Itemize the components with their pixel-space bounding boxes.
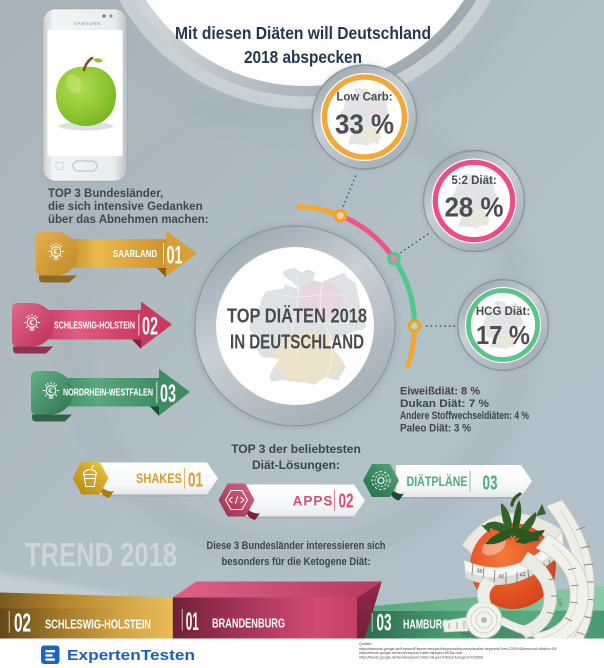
- svg-text:HCG Diät:: HCG Diät:: [476, 306, 530, 318]
- svg-text:01: 01: [186, 608, 199, 636]
- svg-text:TREND 2018: TREND 2018: [25, 536, 177, 573]
- svg-text:SHAKES: SHAKES: [136, 471, 182, 486]
- svg-text:01: 01: [188, 470, 203, 492]
- svg-text:SCHLESWIG-HOLSTEIN: SCHLESWIG-HOLSTEIN: [54, 321, 135, 332]
- svg-text:2018 abspecken: 2018 abspecken: [244, 47, 362, 67]
- svg-text:Mit diesen Diäten will Deutsch: Mit diesen Diäten will Deutschland: [175, 23, 431, 43]
- svg-text:17 %: 17 %: [476, 320, 530, 350]
- svg-text:SCHLESWIG-HOLSTEIN: SCHLESWIG-HOLSTEIN: [45, 618, 151, 632]
- svg-text:33 %: 33 %: [335, 109, 394, 140]
- svg-text:SAMSUNG: SAMSUNG: [74, 21, 101, 26]
- svg-text:28 %: 28 %: [445, 192, 504, 223]
- svg-text:03: 03: [483, 473, 498, 495]
- svg-text:IN DEUTSCHLAND: IN DEUTSCHLAND: [230, 332, 364, 354]
- svg-text:TOP DIÄTEN 2018: TOP DIÄTEN 2018: [227, 305, 367, 328]
- svg-text:03: 03: [377, 610, 392, 637]
- svg-text:5:2 Diät:: 5:2 Diät:: [451, 175, 496, 187]
- svg-text:https:∕∕adwords.google.de/Keyw: https:∕∕adwords.google.de/KeywordPlanner…: [359, 647, 557, 651]
- svg-text:03: 03: [160, 380, 176, 408]
- svg-text:Low Carb:: Low Carb:: [336, 92, 392, 104]
- svg-text:Andere Stoffwechseldiäten: 4 %: Andere Stoffwechseldiäten: 4 %: [400, 410, 529, 422]
- svg-text:Dukan Diät: 7 %: Dukan Diät: 7 %: [400, 398, 489, 410]
- svg-text:Eiweißdiät: 8 %: Eiweißdiät: 8 %: [400, 386, 480, 398]
- svg-text:Diese 3 Bundesländer interessi: Diese 3 Bundesländer interessieren sich: [207, 540, 386, 552]
- svg-text:TOP 3 der beliebtesten: TOP 3 der beliebtesten: [231, 442, 361, 456]
- svg-text:Paleo Diät: 3 %: Paleo Diät: 3 %: [400, 422, 471, 434]
- svg-text:SAARLAND: SAARLAND: [113, 249, 157, 260]
- svg-text:02: 02: [142, 313, 158, 341]
- svg-text:die sich intensive Gedanken: die sich intensive Gedanken: [48, 201, 203, 213]
- svg-text:https:∕∕trends.google.de/trend: https:∕∕trends.google.de/trends/explore?…: [359, 651, 462, 655]
- svg-text:40: 40: [498, 574, 504, 580]
- svg-text:ExpertenTesten: ExpertenTesten: [67, 648, 195, 664]
- svg-text:über das Abnehmen machen:: über das Abnehmen machen:: [48, 214, 209, 226]
- svg-text:Quellen:: Quellen:: [359, 642, 372, 646]
- svg-text:DIÄTPLÄNE: DIÄTPLÄNE: [407, 474, 468, 489]
- svg-text:02: 02: [14, 608, 31, 638]
- svg-text:APPS: APPS: [293, 494, 334, 509]
- svg-text:02: 02: [339, 491, 354, 513]
- svg-text:Diät-Lösungen:: Diät-Lösungen:: [252, 458, 340, 472]
- svg-text:TOP 3 Bundesländer,: TOP 3 Bundesländer,: [48, 188, 163, 200]
- svg-text:https:∕∕trends.google.de/trend: https:∕∕trends.google.de/trends/explore?…: [359, 655, 483, 659]
- svg-text:BRANDENBURG: BRANDENBURG: [212, 617, 285, 631]
- svg-text:01: 01: [167, 242, 183, 270]
- svg-text:NORDRHEIN-WESTFALEN: NORDRHEIN-WESTFALEN: [63, 388, 153, 399]
- svg-text:HAMBURG: HAMBURG: [403, 618, 449, 632]
- svg-text:38: 38: [476, 568, 483, 575]
- svg-text:besonders für die Ketogene Diä: besonders für die Ketogene Diät:: [222, 556, 371, 568]
- svg-text:126: 126: [556, 598, 563, 607]
- svg-text:42: 42: [519, 572, 526, 579]
